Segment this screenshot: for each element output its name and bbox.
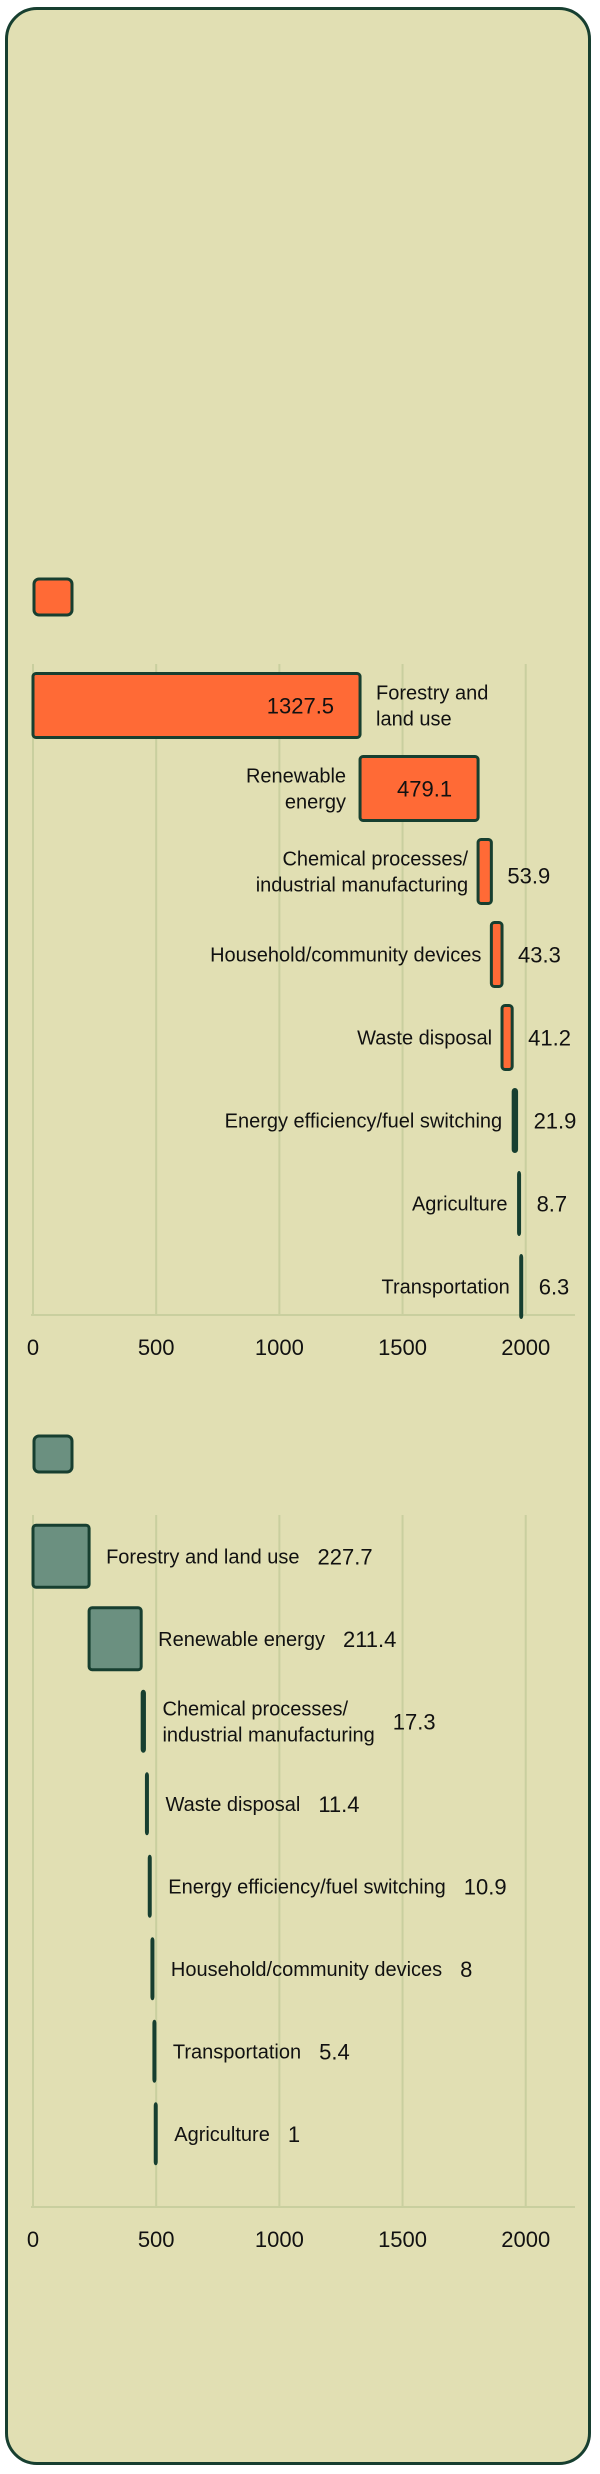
bar-1-3	[476, 838, 493, 905]
value-label-1-2: 479.1	[397, 777, 452, 802]
legend-swatch-1	[32, 577, 74, 617]
category-label-1-7: Agriculture	[412, 1194, 508, 1216]
category-label-2-5: Energy efficiency/fuel switching	[168, 1876, 446, 1898]
category-label-2-7: Transportation	[173, 2041, 301, 2063]
chart-card	[5, 7, 591, 2465]
category-label-1-2-1: Renewable	[246, 766, 346, 788]
x-tick-label-1-3: 1500	[378, 1335, 427, 1360]
bar-2-2	[87, 1606, 143, 1672]
bar-2-5	[147, 1854, 152, 1918]
value-label-1-1: 1327.5	[267, 694, 334, 719]
category-label-1-1-1: Forestry and	[376, 683, 488, 705]
category-label-1-8: Transportation	[381, 1277, 509, 1299]
x-tick-label-2-1: 500	[138, 2227, 175, 2252]
x-tick-label-1-0: 0	[27, 1335, 39, 1360]
x-tick-label-1-4: 2000	[501, 1335, 550, 1360]
bar-1-4	[489, 921, 504, 988]
bar-1-8	[519, 1254, 524, 1319]
value-label-1-7: 8.7	[537, 1192, 568, 1217]
bar-1-7	[517, 1171, 522, 1236]
value-label-2-4: 11.4	[318, 1792, 359, 1817]
category-label-1-6: Energy efficiency/fuel switching	[225, 1111, 503, 1133]
value-label-2-3: 17.3	[393, 1709, 436, 1734]
x-tick-label-1-1: 500	[138, 1335, 175, 1360]
category-label-2-3-1: Chemical processes/	[162, 1698, 348, 1720]
bar-1-1	[31, 672, 362, 739]
value-label-2-8: 1	[288, 2122, 300, 2147]
value-label-1-4: 43.3	[518, 943, 561, 968]
value-label-2-7: 5.4	[319, 2039, 350, 2064]
value-label-1-3: 53.9	[507, 864, 550, 889]
legend-swatch-2	[32, 1434, 74, 1474]
x-tick-label-2-2: 1000	[255, 2227, 304, 2252]
bar-1-2	[358, 755, 480, 822]
category-label-2-8: Agriculture	[174, 2124, 270, 2146]
category-label-2-3-2: industrial manufacturing	[162, 1724, 374, 1746]
bar-2-6	[150, 1937, 155, 2001]
category-label-2-1: Forestry and land use	[106, 1546, 299, 1568]
bar-2-3	[140, 1689, 146, 1753]
x-tick-label-2-0: 0	[27, 2227, 39, 2252]
value-label-2-2: 211.4	[343, 1627, 396, 1652]
value-label-2-5: 10.9	[464, 1874, 507, 1899]
bar-2-7	[152, 2019, 157, 2083]
value-label-1-6: 21.9	[534, 1109, 577, 1134]
bar-2-1	[31, 1523, 91, 1589]
category-label-1-2-2: energy	[285, 792, 346, 814]
x-tick-label-2-3: 1500	[378, 2227, 427, 2252]
category-label-1-4: Household/community devices	[210, 945, 481, 967]
category-label-2-4: Waste disposal	[165, 1794, 300, 1816]
category-label-1-5: Waste disposal	[357, 1028, 492, 1050]
category-label-2-6: Household/community devices	[171, 1959, 442, 1981]
bar-1-6	[511, 1088, 519, 1153]
category-label-1-1-2: land use	[376, 709, 452, 731]
value-label-2-1: 227.7	[318, 1544, 373, 1569]
bar-2-8	[153, 2102, 158, 2166]
x-tick-label-2-4: 2000	[501, 2227, 550, 2252]
bar-1-5	[500, 1004, 514, 1071]
x-tick-label-1-2: 1000	[255, 1335, 304, 1360]
category-label-1-3-2: industrial manufacturing	[256, 875, 468, 897]
category-label-1-3-1: Chemical processes/	[282, 849, 468, 871]
value-label-2-6: 8	[460, 1957, 472, 1982]
bar-2-4	[144, 1772, 149, 1836]
value-label-1-8: 6.3	[539, 1275, 570, 1300]
value-label-1-5: 41.2	[528, 1026, 571, 1051]
category-label-2-2: Renewable energy	[158, 1629, 325, 1651]
